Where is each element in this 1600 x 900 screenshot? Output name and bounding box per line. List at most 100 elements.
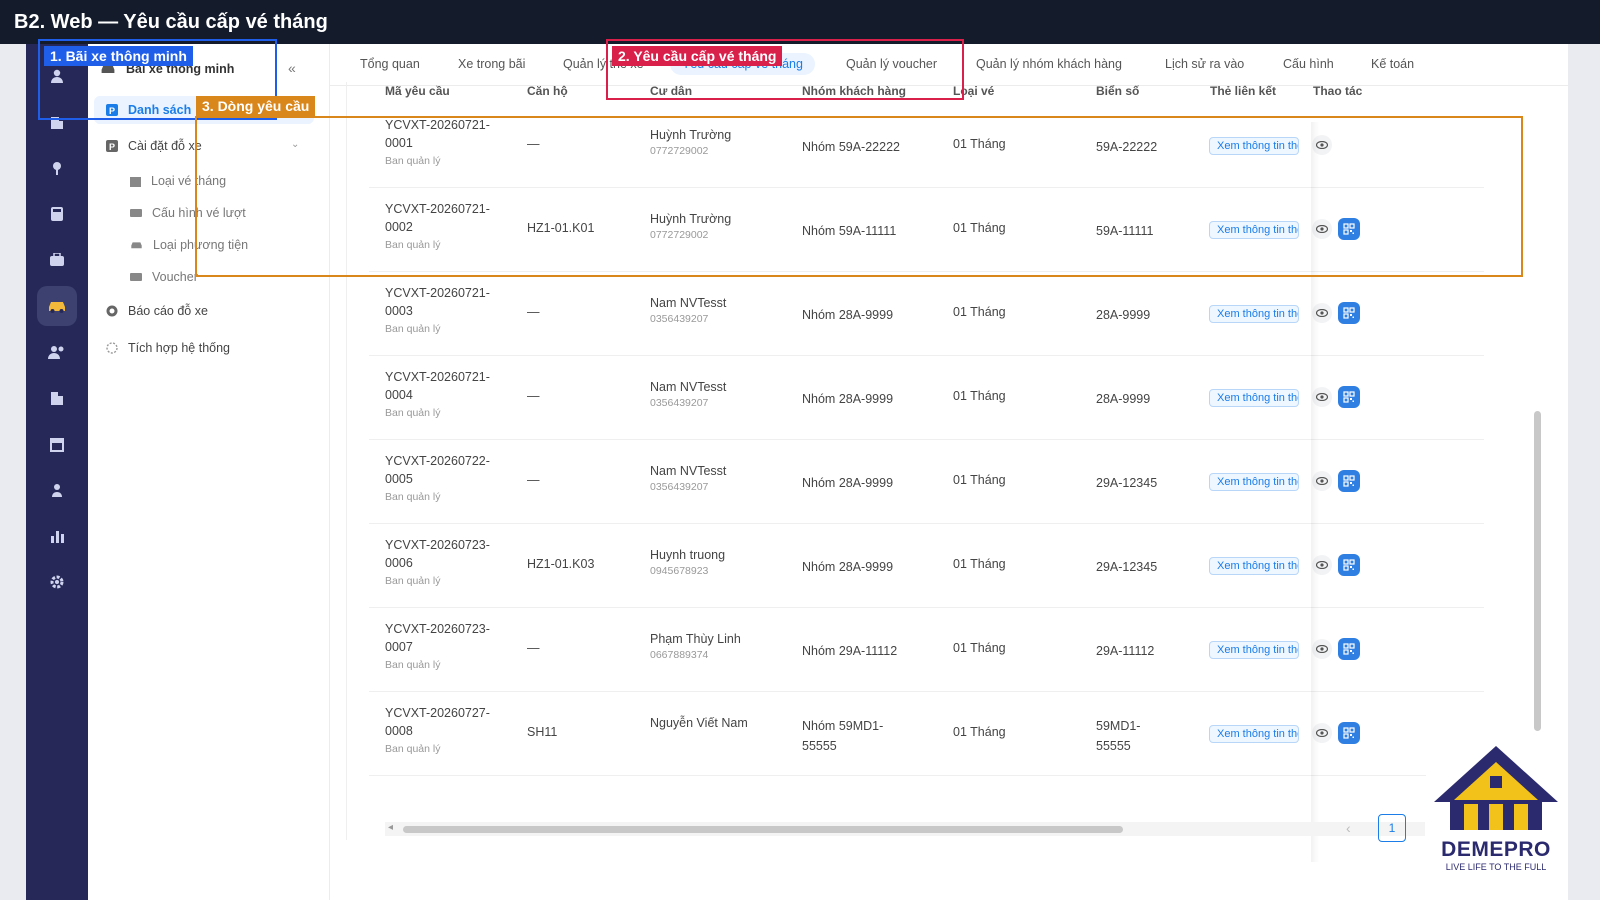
request-creator: Ban quản lý: [385, 743, 441, 755]
table-row[interactable]: YCVXT-20260721- 0004 Ban quản lý — Nam NVTes…: [369, 356, 1484, 440]
parking-icon: P: [106, 104, 118, 116]
car-icon: [100, 63, 116, 75]
eye-icon[interactable]: [1312, 387, 1332, 407]
eye-icon[interactable]: [1312, 219, 1332, 239]
building-icon[interactable]: [37, 102, 77, 142]
tab-entry-exit-history[interactable]: Lịch sử ra vào: [1165, 57, 1245, 71]
resident-phone: 0356439207: [650, 313, 709, 325]
qr-code-icon[interactable]: [1338, 470, 1360, 492]
chart-icon[interactable]: [37, 516, 77, 556]
request-creator: Ban quản lý: [385, 407, 441, 419]
qr-code-icon[interactable]: [1338, 554, 1360, 576]
sidebar-item-label: Voucher: [152, 270, 198, 284]
horizontal-scroll-thumb[interactable]: [403, 826, 1123, 833]
users-icon[interactable]: [37, 332, 77, 372]
resident-name: Huynh truong: [650, 548, 726, 562]
sidebar-item-vehicle-types[interactable]: Loại phương tiện: [130, 238, 248, 252]
resident-name: Nam NVTesst: [650, 464, 727, 478]
horizontal-scrollbar[interactable]: ◂: [385, 822, 1425, 836]
table-row[interactable]: YCVXT-20260722- 0005 Ban quản lý — Nam NVTes…: [369, 440, 1484, 524]
ticket-type-cell: 01 Tháng: [953, 389, 1006, 403]
eye-icon[interactable]: [1312, 723, 1332, 743]
view-card-info-link[interactable]: Xem thông tin thẻ: [1209, 389, 1299, 407]
person-icon[interactable]: [37, 470, 77, 510]
ticket-icon: [130, 208, 142, 218]
column-header: Biển số: [1096, 84, 1140, 98]
customer-group-cell: Nhóm 28A-9999: [802, 560, 894, 574]
tab-overview[interactable]: Tổng quan: [360, 57, 420, 71]
house-logo-icon: [1434, 746, 1558, 830]
briefcase-icon[interactable]: [37, 240, 77, 280]
request-code: YCVXT-20260722- 0005 Ban quản lý: [385, 452, 490, 506]
tree-icon[interactable]: [37, 148, 77, 188]
resident-name: Nam NVTesst: [650, 380, 727, 394]
tab-vehicles-in-lot[interactable]: Xe trong bãi: [458, 57, 526, 71]
resident-phone: 0772729002: [650, 145, 709, 157]
store-icon[interactable]: [37, 424, 77, 464]
car-icon[interactable]: [37, 286, 77, 326]
request-code-line-2: 0001: [385, 136, 413, 150]
screen-edge: [1568, 44, 1600, 900]
ticket-type-cell: 01 Tháng: [953, 641, 1006, 655]
tab-accounting[interactable]: Kế toán: [1371, 57, 1415, 71]
request-creator: Ban quản lý: [385, 323, 441, 335]
user-icon[interactable]: [37, 56, 77, 96]
request-code-line-1: YCVXT-20260721-: [385, 370, 490, 384]
scroll-left-arrow-icon[interactable]: ◂: [388, 822, 394, 833]
request-code: YCVXT-20260727- 0008 Ban quản lý: [385, 704, 490, 758]
pagination-page-button[interactable]: 1: [1378, 814, 1406, 842]
qr-code-icon[interactable]: [1338, 386, 1360, 408]
sidebar-item-monthly-ticket-types[interactable]: Loại vé tháng: [130, 174, 226, 188]
resident-cell: Nam NVTesst 0356439207: [650, 380, 726, 409]
view-card-info-link[interactable]: Xem thông tin thẻ: [1209, 305, 1299, 323]
table-row[interactable]: YCVXT-20260721- 0003 Ban quản lý — Nam NVTes…: [369, 272, 1484, 356]
table-row[interactable]: YCVXT-20260727- 0008 Ban quản lý SH11 Nguyễn…: [369, 692, 1484, 776]
column-header: Căn hộ: [527, 84, 568, 98]
sidebar-item-system-integration[interactable]: Tích hợp hệ thống: [106, 341, 230, 355]
qr-code-icon[interactable]: [1338, 302, 1360, 324]
view-card-info-link[interactable]: Xem thông tin thẻ: [1209, 221, 1299, 239]
view-card-info-link[interactable]: Xem thông tin thẻ: [1209, 725, 1299, 743]
vertical-scrollbar[interactable]: [1534, 56, 1542, 896]
customer-group-cell: Nhóm 59A-11111: [802, 224, 897, 238]
sidebar-item-label: Loại vé tháng: [151, 174, 227, 188]
plate-cell: 28A-9999: [1096, 392, 1151, 406]
tab-configuration[interactable]: Cấu hình: [1283, 57, 1334, 71]
view-card-info-link[interactable]: Xem thông tin thẻ: [1209, 641, 1299, 659]
customer-group-cell: Nhóm 28A-9999: [802, 476, 894, 490]
eye-icon[interactable]: [1312, 135, 1332, 155]
plate-cell: 59A-22222: [1096, 140, 1158, 154]
view-card-info-link[interactable]: Xem thông tin thẻ: [1209, 137, 1299, 155]
customer-group-cell: Nhóm 29A-11112: [802, 644, 898, 658]
view-card-info-link[interactable]: Xem thông tin thẻ: [1209, 557, 1299, 575]
eye-icon[interactable]: [1312, 639, 1332, 659]
gear-icon[interactable]: [37, 562, 77, 602]
qr-code-icon[interactable]: [1338, 218, 1360, 240]
eye-icon[interactable]: [1312, 303, 1332, 323]
calculator-icon[interactable]: [37, 194, 77, 234]
table-row[interactable]: YCVXT-20260723- 0006 Ban quản lý HZ1-01.K03…: [369, 524, 1484, 608]
request-creator: Ban quản lý: [385, 239, 441, 251]
qr-code-icon[interactable]: [1338, 722, 1360, 744]
sidebar-item-voucher[interactable]: Voucher: [130, 270, 198, 284]
pagination-prev-button[interactable]: ‹: [1346, 820, 1351, 836]
table-row[interactable]: YCVXT-20260721- 0002 Ban quản lý HZ1-01.K01…: [369, 188, 1484, 272]
vertical-scroll-thumb[interactable]: [1534, 411, 1541, 731]
table-row[interactable]: YCVXT-20260723- 0007 Ban quản lý — Phạm Thùy…: [369, 608, 1484, 692]
customer-group-cell: Nhóm 59MD1-55555: [802, 719, 884, 753]
qr-code-icon[interactable]: [1338, 638, 1360, 660]
eye-icon[interactable]: [1312, 555, 1332, 575]
tab-customer-groups[interactable]: Quản lý nhóm khách hàng: [976, 57, 1122, 71]
eye-icon[interactable]: [1312, 471, 1332, 491]
report-icon: [106, 305, 118, 317]
column-header: Mã yêu cầu: [385, 84, 450, 98]
sidebar-item-parking-report[interactable]: Báo cáo đỗ xe: [106, 304, 208, 318]
table-row[interactable]: YCVXT-20260721- 0001 Ban quản lý — Huỳnh Trư…: [369, 104, 1484, 188]
request-code-line-2: 0006: [385, 556, 413, 570]
sidebar-item-parking-settings[interactable]: P Cài đặt đỗ xe ⌄: [106, 139, 306, 153]
view-card-info-link[interactable]: Xem thông tin thẻ: [1209, 473, 1299, 491]
apartment-icon[interactable]: [37, 378, 77, 418]
collapse-sidebar-button[interactable]: «: [288, 60, 296, 76]
tab-voucher-management[interactable]: Quản lý voucher: [846, 57, 938, 71]
sidebar-item-per-turn-ticket-config[interactable]: Cấu hình vé lượt: [130, 206, 246, 220]
